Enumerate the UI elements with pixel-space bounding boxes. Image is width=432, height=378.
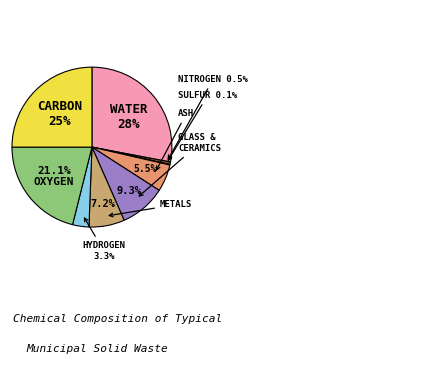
Wedge shape (12, 67, 92, 147)
Text: ASH: ASH (156, 109, 194, 170)
Wedge shape (92, 147, 170, 165)
Text: Municipal Solid Waste: Municipal Solid Waste (26, 344, 168, 354)
Text: 5.5%: 5.5% (133, 164, 157, 175)
Text: SULFUR 0.1%: SULFUR 0.1% (168, 91, 238, 160)
Wedge shape (12, 147, 92, 225)
Wedge shape (89, 147, 124, 227)
Wedge shape (92, 147, 171, 164)
Wedge shape (73, 147, 92, 227)
Text: CARBON
25%: CARBON 25% (37, 100, 82, 128)
Wedge shape (92, 147, 170, 191)
Wedge shape (92, 147, 159, 220)
Text: WATER
28%: WATER 28% (110, 102, 148, 130)
Text: 7.2%: 7.2% (90, 199, 115, 209)
Text: METALS: METALS (109, 200, 192, 217)
Wedge shape (92, 67, 172, 162)
Text: GLASS &
CERAMICS: GLASS & CERAMICS (139, 133, 221, 196)
Text: Chemical Composition of Typical: Chemical Composition of Typical (13, 314, 222, 324)
Text: NITROGEN 0.5%: NITROGEN 0.5% (168, 74, 248, 159)
Text: 9.3%: 9.3% (117, 186, 142, 196)
Text: 21.1%
OXYGEN: 21.1% OXYGEN (34, 166, 74, 187)
Text: HYDROGEN
3.3%: HYDROGEN 3.3% (83, 218, 125, 261)
